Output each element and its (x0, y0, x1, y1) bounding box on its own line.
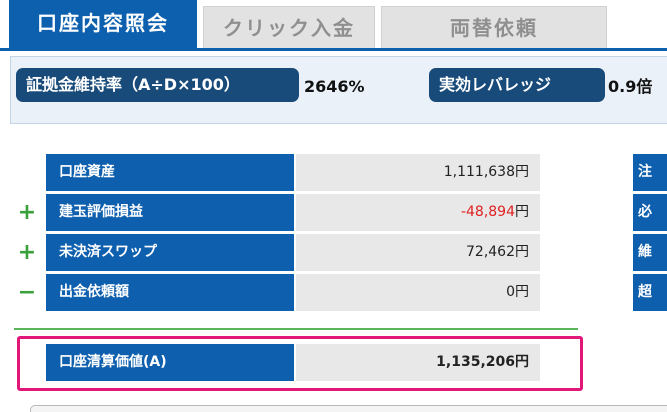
row-label: 口座清算価値(A) (46, 344, 294, 381)
table-row-account-assets: 口座資産 1,111,638円 (46, 154, 540, 191)
next-panel-edge (30, 405, 667, 412)
row-label: 未決済スワップ (46, 234, 294, 271)
minus-icon: − (17, 280, 37, 305)
highlight-box (17, 336, 583, 391)
tab-exchange-request[interactable]: 両替依頼 (381, 6, 607, 48)
right-label: 維 (633, 234, 667, 271)
table-row-withdrawal-request: 出金依頼額 0円 (46, 274, 540, 311)
row-value: -48,894円 (296, 194, 540, 231)
total-divider (14, 328, 578, 330)
row-label: 口座資産 (46, 154, 294, 191)
right-label: 超 (633, 274, 667, 311)
leverage-label: 実効レバレッジ (429, 68, 605, 102)
tab-click-deposit[interactable]: クリック入金 (203, 6, 375, 48)
right-label: 注 (633, 154, 667, 191)
table-row-position-pl: 建玉評価損益 -48,894円 (46, 194, 540, 231)
row-value: 0円 (296, 274, 540, 311)
right-label: 必 (633, 194, 667, 231)
leverage-value: 0.9倍 (608, 77, 653, 96)
tab-bar: 口座内容照会 クリック入金 両替依頼 (0, 0, 667, 51)
row-value: 1,135,206円 (296, 344, 540, 381)
table-row-unsettled-swap: 未決済スワップ 72,462円 (46, 234, 540, 271)
table-row-liquidation-value: 口座清算価値(A) 1,135,206円 (46, 344, 540, 381)
margin-ratio-value: 2646% (304, 77, 365, 96)
row-value: 72,462円 (296, 234, 540, 271)
plus-icon: + (17, 200, 37, 225)
margin-ratio-label: 証拠金維持率（A÷D×100） (16, 68, 299, 102)
row-label: 出金依頼額 (46, 274, 294, 311)
tab-account-overview[interactable]: 口座内容照会 (9, 0, 197, 48)
row-value: 1,111,638円 (296, 154, 540, 191)
plus-icon: + (17, 240, 37, 265)
summary-bar: 証拠金維持率（A÷D×100） 2646% 実効レバレッジ 0.9倍 (10, 56, 667, 124)
row-label: 建玉評価損益 (46, 194, 294, 231)
